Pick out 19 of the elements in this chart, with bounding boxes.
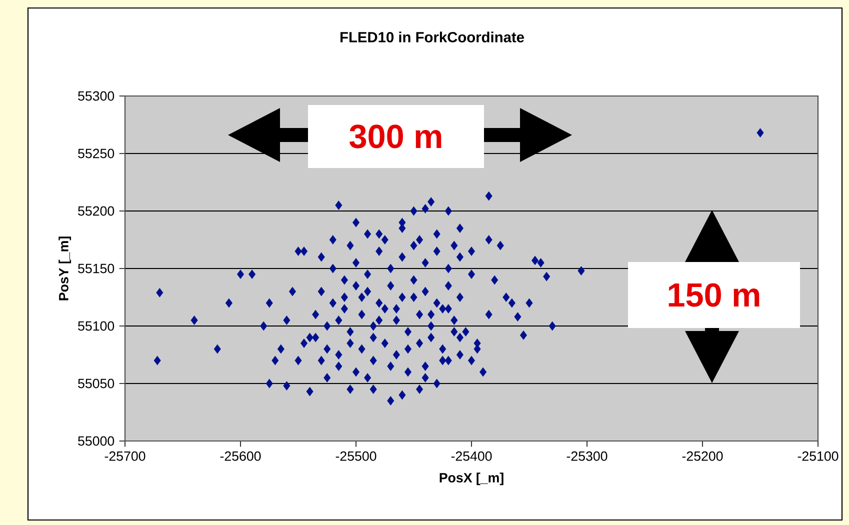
y-tick-label: 55250	[78, 148, 114, 158]
annotation: 300 m	[350, 124, 442, 148]
y-tick-label: 55150	[78, 264, 114, 274]
x-tick-label: -25100	[798, 451, 838, 461]
x-tick-label: -25500	[336, 451, 376, 461]
y-tick-label: 55300	[78, 91, 114, 101]
y-tick-label: 55100	[78, 321, 114, 331]
chart-title: FLED10 in ForkCoordinate	[340, 32, 524, 42]
y-axis-title: PosY [_m]	[58, 236, 72, 300]
x-tick-label: -25600	[220, 451, 261, 461]
y-tick-label: 55050	[78, 378, 114, 388]
x-tick-label: -25700	[104, 451, 146, 461]
x-tick-label: -25200	[682, 451, 723, 461]
x-tick-label: -25400	[451, 451, 492, 461]
y-tick-label: 55200	[78, 206, 114, 216]
x-tick-label: -25300	[566, 451, 608, 461]
y-tick-label: 55000	[78, 436, 114, 446]
annotation: 150 m	[668, 283, 760, 307]
x-axis-title: PosX [_m]	[440, 472, 504, 486]
